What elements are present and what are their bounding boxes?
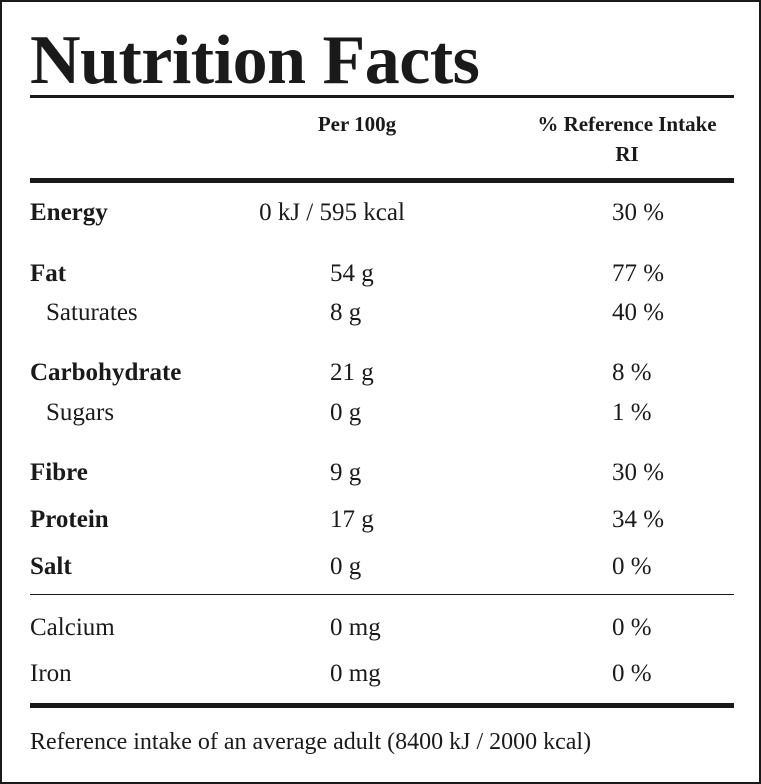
nutrient-ri-percent: 0 % xyxy=(612,660,652,687)
nutrient-amount: 0 g xyxy=(330,553,362,580)
nutrient-amount: 0 mg xyxy=(330,614,381,641)
nutrient-name: Fibre xyxy=(30,459,88,486)
nutrient-name: Iron xyxy=(30,660,72,687)
reference-intake-label: % Reference Intake xyxy=(537,112,717,136)
nutrient-name: Saturates xyxy=(46,299,138,326)
nutrient-row-sugars: Sugars 0 g 1 % xyxy=(2,395,761,431)
nutrient-ri-percent: 34 % xyxy=(612,506,665,533)
reference-intake-footnote: Reference intake of an average adult (84… xyxy=(30,729,592,755)
nutrient-row-energy: Energy 0 kJ / 595 kcal 30 % xyxy=(2,195,761,231)
nutrient-amount: 21 g xyxy=(330,359,374,386)
nutrient-row-protein: Protein 17 g 34 % xyxy=(2,502,761,538)
nutrient-ri-percent: 40 % xyxy=(612,299,665,326)
nutrient-row-calcium: Calcium 0 mg 0 % xyxy=(2,610,761,646)
nutrient-amount: 54 g xyxy=(330,260,374,287)
nutrient-ri-percent: 77 % xyxy=(612,260,665,287)
minerals-divider xyxy=(30,594,734,595)
nutrient-row-iron: Iron 0 mg 0 % xyxy=(2,656,761,692)
nutrient-name: Sugars xyxy=(46,399,115,426)
nutrient-ri-percent: 1 % xyxy=(612,399,652,426)
nutrient-ri-percent: 30 % xyxy=(612,199,665,226)
footer-divider xyxy=(30,703,734,708)
nutrient-name: Fat xyxy=(30,260,67,287)
nutrient-amount: 0 mg xyxy=(330,660,381,687)
nutrient-name: Calcium xyxy=(30,614,115,641)
nutrient-amount: 17 g xyxy=(330,506,374,533)
nutrient-row-fibre: Fibre 9 g 30 % xyxy=(2,455,761,491)
header-divider xyxy=(30,178,734,183)
title-divider xyxy=(30,95,734,98)
nutrient-row-salt: Salt 0 g 0 % xyxy=(2,549,761,585)
nutrient-ri-percent: 8 % xyxy=(612,359,652,386)
nutrient-amount: 0 kJ / 595 kcal xyxy=(259,199,405,226)
nutrient-name: Protein xyxy=(30,506,109,533)
label-title: Nutrition Facts xyxy=(30,22,480,99)
nutrient-amount: 8 g xyxy=(330,299,362,326)
nutrient-ri-percent: 30 % xyxy=(612,459,665,486)
nutrient-ri-percent: 0 % xyxy=(612,614,652,641)
nutrient-name: Carbohydrate xyxy=(30,359,182,386)
nutrient-row-fat: Fat 54 g 77 % xyxy=(2,256,761,292)
per-100g-label: Per 100g xyxy=(317,112,397,136)
nutrient-name: Salt xyxy=(30,553,72,580)
nutrient-amount: 9 g xyxy=(330,459,362,486)
column-header-reference-intake: % Reference Intake RI xyxy=(507,109,747,169)
nutrient-row-carbohydrate: Carbohydrate 21 g 8 % xyxy=(2,355,761,391)
nutrient-amount: 0 g xyxy=(330,399,362,426)
nutrient-ri-percent: 0 % xyxy=(612,553,652,580)
ri-abbreviation-label: RI xyxy=(615,142,639,166)
nutrient-row-saturates: Saturates 8 g 40 % xyxy=(2,295,761,331)
column-header-per-100g: Per 100g xyxy=(272,109,442,139)
nutrient-name: Energy xyxy=(30,199,108,226)
